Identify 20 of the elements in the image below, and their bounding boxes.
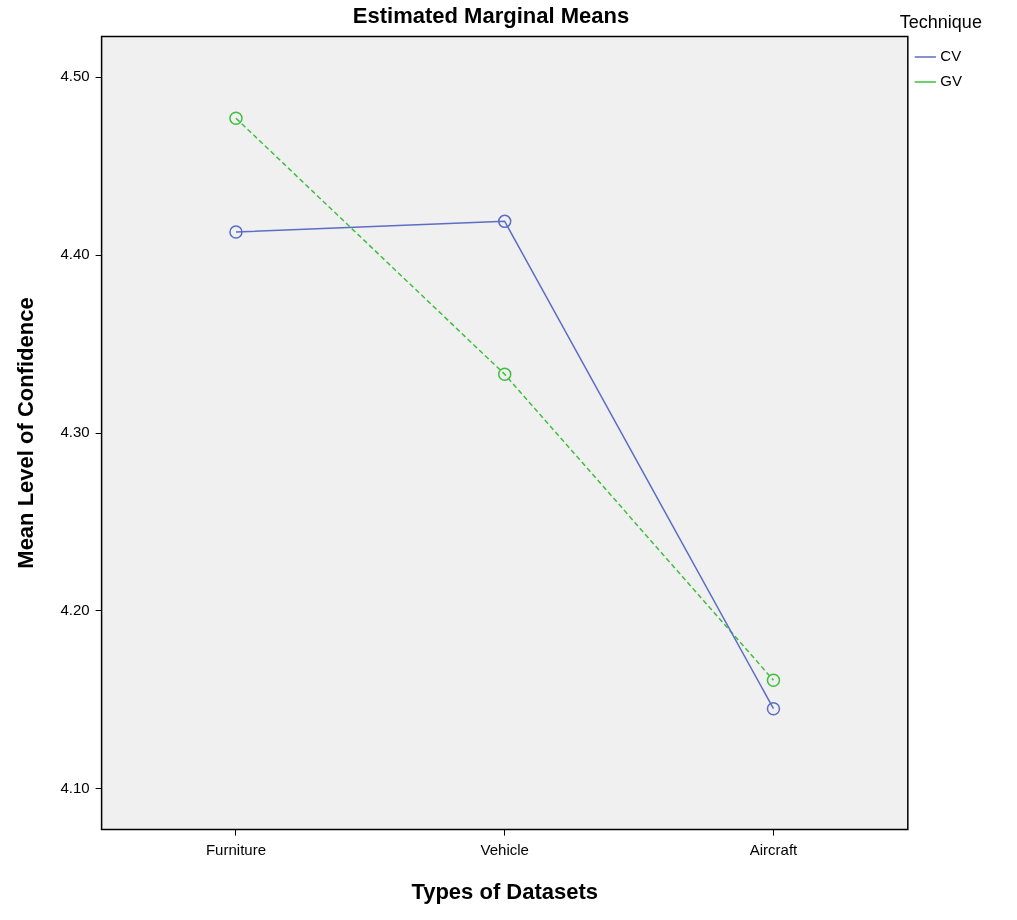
x-tick-label: Furniture: [205, 840, 266, 858]
point: [229, 111, 243, 125]
legend-label: GV: [940, 72, 963, 90]
y-tick-label: 4.30: [60, 423, 90, 441]
x-tick-label: Aircraft: [749, 840, 799, 858]
chart-title: Estimated Marginal Means: [352, 3, 630, 29]
point: [229, 225, 243, 239]
y-tick-label: 4.10: [60, 778, 90, 796]
point: [497, 214, 512, 229]
point: [497, 367, 512, 382]
x-axis-title: Types of Datasets: [411, 878, 599, 904]
legend-label: CV: [940, 47, 962, 65]
legend-title: Technique: [899, 11, 982, 32]
point: [766, 701, 781, 716]
y-axis-title: Mean Level of Confidence: [13, 297, 39, 569]
y-tick-label: 4.20: [60, 600, 90, 618]
x-tick-label: Vehicle: [480, 840, 529, 858]
y-tick-label: 4.40: [60, 245, 90, 263]
point: [766, 673, 781, 687]
y-tick-label: 4.50: [60, 67, 90, 85]
